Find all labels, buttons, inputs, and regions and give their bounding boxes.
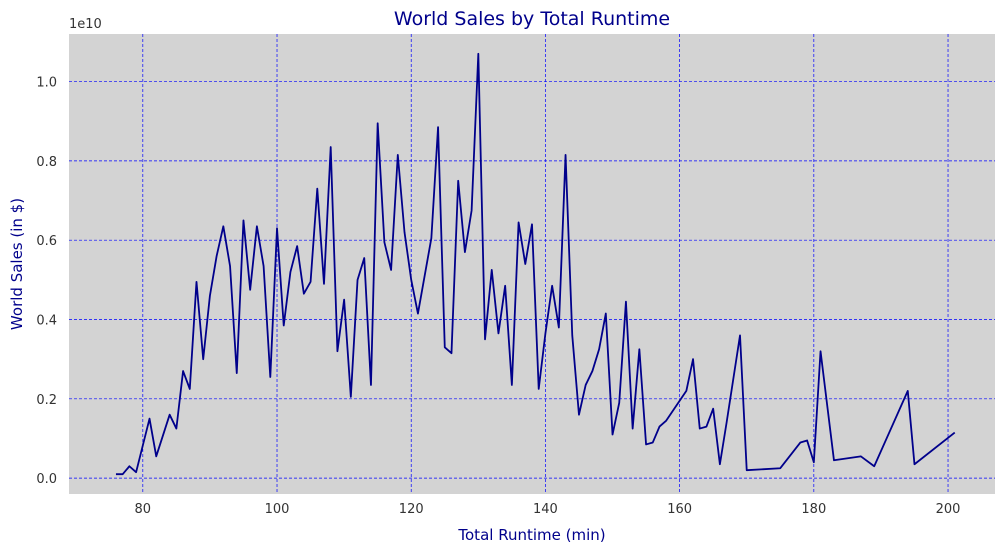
x-tick-label: 100 bbox=[265, 502, 290, 517]
x-tick-label: 160 bbox=[667, 502, 692, 517]
x-tick-label: 120 bbox=[399, 502, 424, 517]
x-tick-label: 200 bbox=[936, 502, 961, 517]
tick-labels: 80 100 120 140 160 180 200 0.0 0.2 0.4 0.6 0.8 1.0 bbox=[36, 76, 960, 517]
y-tick-label: 0.8 bbox=[36, 155, 57, 170]
y-tick-label: 0.2 bbox=[36, 393, 57, 408]
series-line bbox=[115, 52, 956, 476]
grid-lines bbox=[69, 34, 995, 494]
series-layer bbox=[115, 52, 956, 476]
chart-title: World Sales by Total Runtime bbox=[394, 8, 670, 30]
x-tick-label: 80 bbox=[135, 502, 152, 517]
y-axis-label: World Sales (in $) bbox=[8, 198, 26, 330]
x-tick-label: 140 bbox=[533, 502, 558, 517]
y-tick-label: 0.6 bbox=[36, 234, 57, 249]
x-axis-label: Total Runtime (min) bbox=[457, 526, 605, 544]
x-tick-label: 180 bbox=[801, 502, 826, 517]
plot-area bbox=[69, 34, 995, 494]
y-axis-offset-label: 1e10 bbox=[69, 17, 102, 32]
y-tick-label: 1.0 bbox=[36, 76, 57, 91]
y-tick-label: 0.4 bbox=[36, 314, 57, 329]
y-tick-label: 0.0 bbox=[36, 472, 57, 487]
